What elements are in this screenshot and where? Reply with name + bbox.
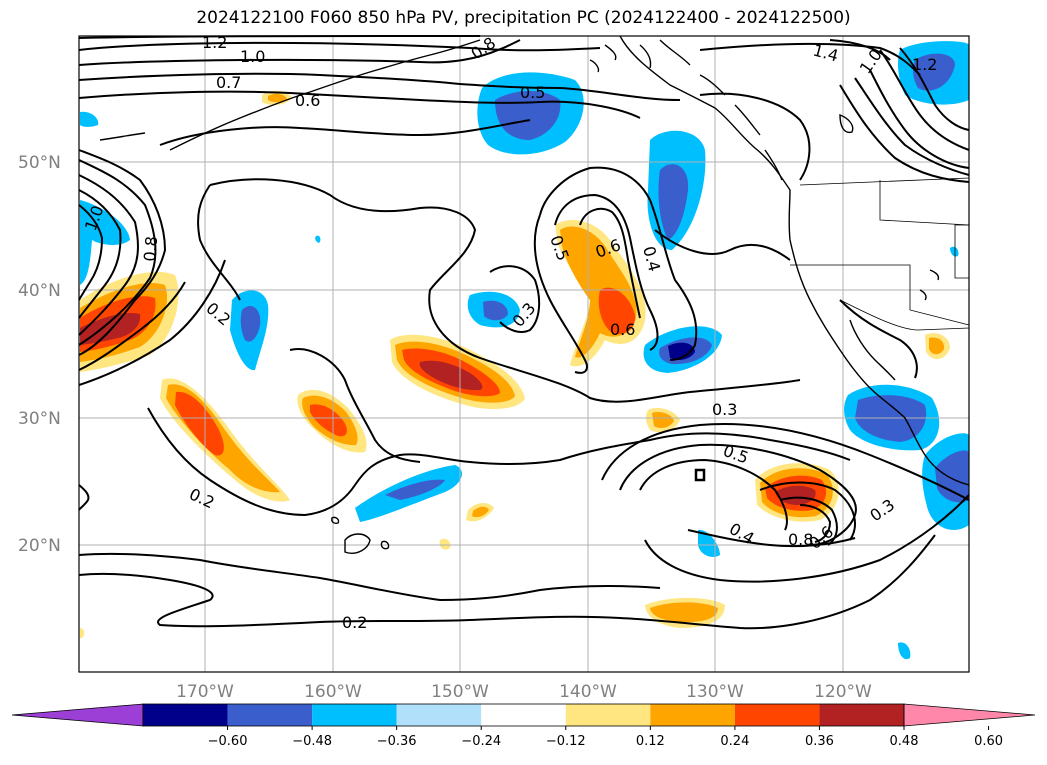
contour-label: 1.2 [202,33,227,52]
colorbar-tick-label: 0.60 [974,734,1003,749]
gridlines [79,36,969,672]
lat-label: 40°N [18,281,61,301]
contour-label: 1.2 [912,55,937,74]
latitude-labels: 50°N 40°N 30°N 20°N [18,153,61,556]
lon-label: 120°W [814,682,872,702]
colorbar-segment [396,704,482,726]
colorbar-segment [227,704,313,726]
contour-label: 0.5 [520,83,545,102]
colorbar-tick-label: 0.36 [805,734,834,749]
colorbar-segment [650,704,735,726]
colorbar-tick-label: 0.48 [890,734,919,749]
colorbar: −0.60 −0.48 −0.36 −0.24 −0.12 0.12 0.24 0.36 0.4… [11,703,1036,749]
colorbar-tick-label: −0.48 [292,734,332,749]
colorbar-segment [565,704,651,726]
colorbar-border [142,703,905,727]
map-title: 2024122100 F060 850 hPa PV, precipitatio… [196,8,851,28]
colorbar-tick-label: 0.12 [636,734,665,749]
colorbar-extend-min [11,703,144,727]
lon-label: 140°W [559,682,617,702]
contour-label: 0.7 [216,73,241,92]
colorbar-tick-label: −0.60 [208,734,248,749]
lon-label: 150°W [431,682,489,702]
colorbar-segment [734,704,820,726]
map-border [78,35,970,673]
colorbar-segment [312,704,397,726]
colorbar-tick-label: −0.36 [377,734,417,749]
colorbar-tick-label: −0.24 [461,734,501,749]
lon-label: 160°W [304,682,362,702]
lat-label: 20°N [18,536,61,556]
colorbar-segment [143,704,228,726]
contour-label: 1.0 [240,47,265,66]
contour-label: 0.6 [610,320,635,339]
precip-positive-areas [80,90,950,638]
contour-label: 0.2 [342,613,367,632]
lat-label: 30°N [18,409,61,429]
longitude-labels: 170°W 160°W 150°W 140°W 130°W 120°W [176,682,872,702]
lat-label: 50°N [18,153,61,173]
contour-label: 0.3 [712,400,737,419]
contour-label: 0.6 [295,91,320,110]
coastlines [99,35,970,554]
colorbar-tick-label: −0.12 [546,734,586,749]
colorbar-tick-label: 0.24 [720,734,749,749]
lon-label: 130°W [686,682,744,702]
pv-contours [78,35,970,630]
colorbar-segment [819,704,904,726]
contour-label: 0.8 [140,235,161,262]
colorbar-extend-max [903,703,1036,727]
lon-label: 170°W [176,682,234,702]
country-borders [790,177,970,331]
contour-label: 0.8 [788,530,813,549]
colorbar-segment [481,704,566,726]
